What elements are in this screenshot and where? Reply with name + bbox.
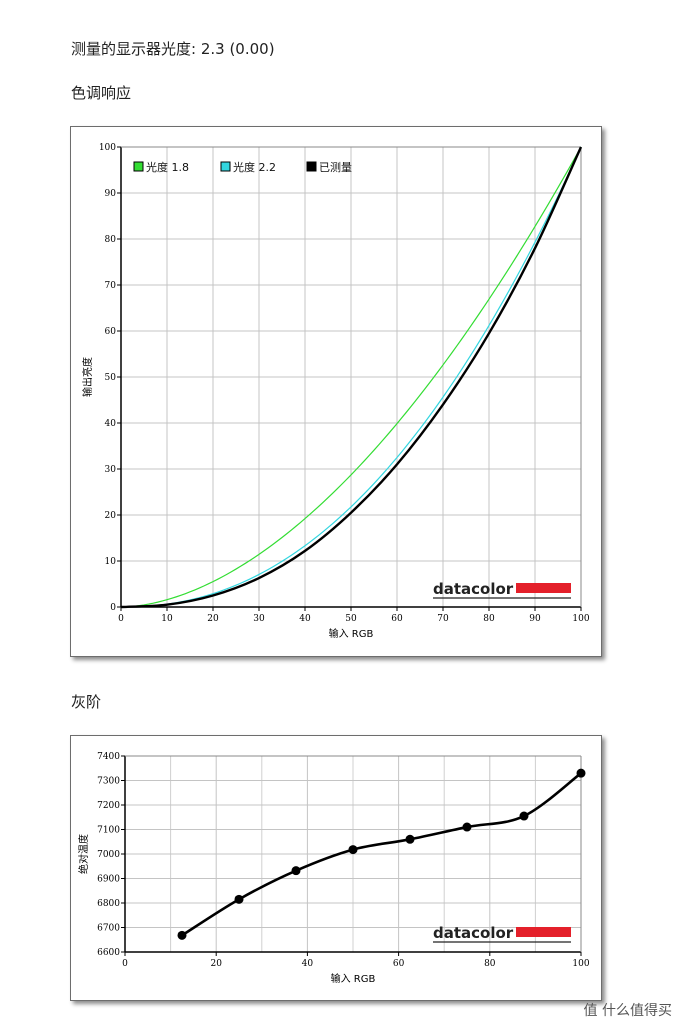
- y-tick-label: 100: [99, 143, 116, 153]
- watermark-text: 值 什么值得买: [583, 1003, 672, 1019]
- y-tick-label: 0: [110, 603, 116, 613]
- y-tick-label: 80: [105, 235, 117, 245]
- display-gamma-label: 测量的显示器光度: 2.3 (0.00): [71, 40, 275, 58]
- x-tick-label: 90: [529, 614, 541, 624]
- legend-swatch: [306, 161, 317, 172]
- x-tick-label: 80: [483, 614, 495, 624]
- x-tick-label: 60: [391, 614, 403, 624]
- data-point: [234, 894, 244, 904]
- y-tick-label: 50: [105, 373, 117, 383]
- y-tick-label: 7300: [97, 777, 120, 787]
- x-axis-label: 输入 RGB: [329, 627, 374, 640]
- legend-swatch: [220, 161, 231, 172]
- legend-label: 光度 2.2: [233, 160, 276, 174]
- y-tick-label: 7200: [97, 801, 120, 811]
- x-tick-label: 60: [393, 959, 405, 969]
- y-tick-label: 6600: [97, 948, 120, 958]
- x-tick-label: 40: [302, 959, 314, 969]
- series-line-gamma-1.8: [120, 146, 582, 608]
- y-tick-label: 7400: [97, 752, 120, 762]
- x-tick-label: 100: [572, 959, 589, 969]
- datacolor-logo-bar: [516, 927, 571, 937]
- y-tick-label: 20: [105, 511, 117, 521]
- y-axis-label: 绝对温度: [77, 834, 90, 874]
- x-tick-label: 20: [207, 614, 219, 624]
- x-tick-label: 40: [299, 614, 311, 624]
- y-tick-label: 60: [105, 327, 117, 337]
- data-point: [576, 768, 586, 778]
- grayscale-svg: 0 20 40 60 80 100 6600 6700 6800 6900 7000 7100 7200…: [77, 752, 590, 985]
- grayscale-heading: 灰阶: [71, 693, 102, 711]
- datacolor-logo-bar: [516, 583, 571, 593]
- legend-label: 已测量: [319, 161, 352, 174]
- x-tick-label: 50: [345, 614, 357, 624]
- x-tick-label: 0: [118, 614, 124, 624]
- tone-response-svg: 0 10 20 30 40 50 60 70 80 90 100 0 10 20 30 40 50 60 70 80 9…: [81, 143, 590, 640]
- x-tick-label: 0: [122, 959, 128, 969]
- y-tick-label: 7000: [97, 850, 120, 860]
- data-point: [405, 834, 415, 844]
- series-line-gamma-2.2: [120, 146, 582, 608]
- y-tick-label: 6900: [97, 875, 120, 885]
- legend-item: 光度 1.8: [133, 160, 189, 174]
- y-axis-label: 输出亮度: [81, 357, 94, 397]
- series-line-measured: [120, 146, 583, 609]
- y-tick-label: 6800: [97, 899, 120, 909]
- legend-swatch: [133, 161, 144, 172]
- x-tick-label: 100: [572, 614, 589, 624]
- tone-response-heading: 色调响应: [71, 84, 132, 102]
- datacolor-logo-text: datacolor: [433, 924, 514, 942]
- data-point: [177, 930, 187, 940]
- x-tick-label: 20: [210, 959, 222, 969]
- data-point: [348, 845, 358, 855]
- x-axis-label: 输入 RGB: [331, 972, 376, 985]
- y-tick-label: 90: [105, 189, 117, 199]
- x-tick-label: 80: [484, 959, 496, 969]
- grayscale-chart: 0 20 40 60 80 100 6600 6700 6800 6900 7000 7100 7200…: [70, 735, 602, 1001]
- legend-item: 已测量: [306, 161, 352, 174]
- data-point: [291, 866, 301, 876]
- y-tick-label: 7100: [97, 826, 120, 836]
- y-tick-label: 6700: [97, 924, 120, 934]
- data-point: [462, 822, 472, 832]
- datacolor-logo-text: datacolor: [433, 580, 514, 598]
- y-tick-label: 30: [105, 465, 117, 475]
- y-tick-label: 40: [105, 419, 117, 429]
- x-tick-label: 10: [161, 614, 173, 624]
- data-point: [519, 811, 529, 821]
- tone-response-chart: 0 10 20 30 40 50 60 70 80 90 100 0 10 20 30 40 50 60 70 80 9…: [70, 126, 602, 657]
- x-tick-label: 30: [253, 614, 265, 624]
- legend-item: 光度 2.2: [220, 160, 276, 174]
- legend-label: 光度 1.8: [146, 160, 189, 174]
- y-tick-label: 10: [105, 557, 117, 567]
- x-tick-label: 70: [437, 614, 449, 624]
- y-tick-label: 70: [105, 281, 117, 291]
